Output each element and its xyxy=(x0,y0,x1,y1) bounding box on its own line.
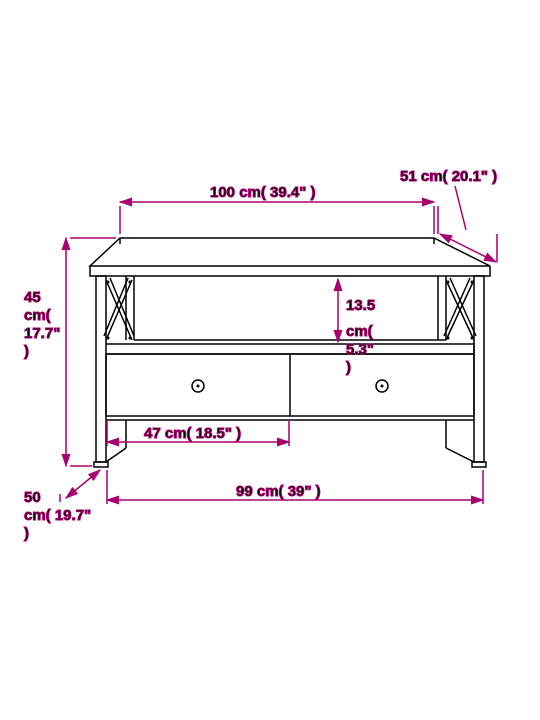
svg-text:47 cm( 18.5" ): 47 cm( 18.5" ) xyxy=(144,425,241,442)
dim-drawer-width: 47 cm( 18.5" ) xyxy=(107,420,289,446)
svg-text:13.5 cm( 5.3": 13.5 cm( 5.3" ) xyxy=(346,297,379,376)
dimensions-group: 100 cm( 39.4" ) 51 cm( 20.1" ) 45 cm( 17… xyxy=(24,168,497,542)
svg-text:45 cm( 17.7": 45 cm( 17.7" ) xyxy=(24,289,64,360)
dim-shelf-height: 13.5 cm( 5.3" ) xyxy=(338,279,379,376)
dim-top-depth: 51 cm( 20.1" ) xyxy=(400,168,497,262)
dim-top-width: 100 cm( 39.4" ) xyxy=(120,184,434,234)
svg-text:51 cm( 20.1" ): 51 cm( 20.1" ) xyxy=(400,168,497,185)
svg-text:100 cm( 39.4" ): 100 cm( 39.4" ) xyxy=(210,184,316,201)
svg-text:99 cm( 39" ): 99 cm( 39" ) xyxy=(236,483,321,500)
dimension-diagram: 100 cm( 39.4" ) 51 cm( 20.1" ) 45 cm( 17… xyxy=(0,0,540,720)
dim-height: 45 cm( 17.7" ) xyxy=(24,238,116,466)
dim-bottom-depth: 50 cm( 19.7" ) xyxy=(24,470,100,542)
dim-bottom-width: 99 cm( 39" ) xyxy=(107,470,483,504)
